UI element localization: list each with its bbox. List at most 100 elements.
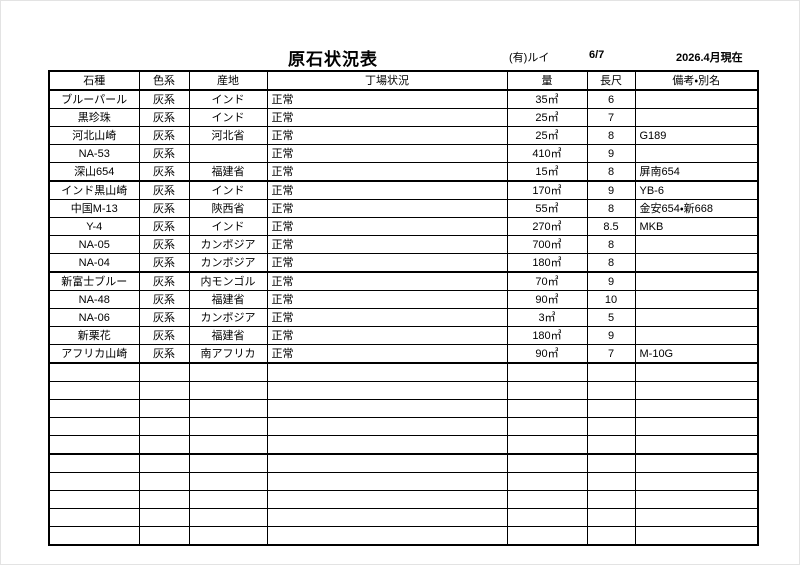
cell-color-empty — [138, 417, 190, 436]
cell-kind: アフリカ山崎 — [48, 344, 140, 364]
table-row: 河北山崎 灰系 河北省 正常 25㎥ 8 G189 — [48, 126, 759, 145]
cell-qty: 3㎥ — [506, 308, 588, 327]
cell-length: 6 — [586, 89, 636, 109]
column-header-status: 丁場状況 — [266, 70, 508, 91]
cell-origin: 内モンゴル — [188, 271, 268, 291]
cell-origin: 南アフリカ — [188, 344, 268, 364]
column-header-qty: 量 — [506, 70, 588, 91]
cell-qty: 15㎥ — [506, 162, 588, 182]
cell-kind: NA-04 — [48, 253, 140, 273]
cell-origin-empty — [188, 526, 268, 546]
table-row: 新富士ブルー 灰系 内モンゴル 正常 70㎥ 9 — [48, 271, 759, 291]
cell-qty-empty — [506, 490, 588, 509]
cell-length: 8.5 — [586, 217, 636, 236]
cell-color: 灰系 — [138, 89, 190, 109]
cell-qty-empty — [506, 453, 588, 473]
table-row: NA-05 灰系 カンボジア 正常 700㎥ 8 — [48, 235, 759, 254]
cell-origin-empty — [188, 453, 268, 473]
cell-origin — [188, 144, 268, 163]
cell-kind-empty — [48, 490, 140, 509]
cell-kind: Y-4 — [48, 217, 140, 236]
cell-status: 正常 — [266, 253, 508, 273]
cell-length: 8 — [586, 126, 636, 145]
cell-kind: 中国M-13 — [48, 199, 140, 218]
cell-qty-empty — [506, 508, 588, 527]
cell-length: 8 — [586, 162, 636, 182]
column-header-kind: 石種 — [48, 70, 140, 91]
cell-status-empty — [266, 472, 508, 491]
table-row: 中国M-13 灰系 陝西省 正常 55㎥ 8 金安654・新668 — [48, 199, 759, 218]
cell-kind-empty — [48, 417, 140, 436]
cell-origin: インド — [188, 108, 268, 127]
cell-note: 金安654・新668 — [634, 199, 759, 218]
cell-status: 正常 — [266, 180, 508, 200]
cell-origin-empty — [188, 490, 268, 509]
cell-status-empty — [266, 435, 508, 455]
cell-note: G189 — [634, 126, 759, 145]
cell-note-empty — [634, 526, 759, 546]
cell-origin: カンボジア — [188, 253, 268, 273]
cell-color-empty — [138, 526, 190, 546]
cell-status: 正常 — [266, 344, 508, 364]
cell-kind-empty — [48, 362, 140, 382]
cell-kind: 新栗花 — [48, 326, 140, 345]
cell-color: 灰系 — [138, 235, 190, 254]
cell-length-empty — [586, 472, 636, 491]
cell-length-empty — [586, 417, 636, 436]
cell-qty: 35㎥ — [506, 89, 588, 109]
table-row: インド黒山崎 灰系 インド 正常 170㎥ 9 YB-6 — [48, 180, 759, 200]
cell-note — [634, 290, 759, 309]
cell-color-empty — [138, 490, 190, 509]
cell-length-empty — [586, 435, 636, 455]
cell-note — [634, 253, 759, 273]
cell-kind-empty — [48, 472, 140, 491]
cell-length: 9 — [586, 271, 636, 291]
cell-note-empty — [634, 453, 759, 473]
cell-status: 正常 — [266, 162, 508, 182]
cell-color: 灰系 — [138, 199, 190, 218]
cell-length: 7 — [586, 108, 636, 127]
cell-color-empty — [138, 435, 190, 455]
cell-length: 9 — [586, 326, 636, 345]
cell-qty-empty — [506, 362, 588, 382]
page-title: 原石状況表 — [288, 50, 378, 69]
table-row: Y-4 灰系 インド 正常 270㎥ 8.5 MKB — [48, 217, 759, 236]
cell-note — [634, 326, 759, 345]
cell-status-empty — [266, 362, 508, 382]
cell-color: 灰系 — [138, 290, 190, 309]
cell-qty-empty — [506, 526, 588, 546]
cell-note-empty — [634, 508, 759, 527]
cell-note-empty — [634, 399, 759, 418]
cell-color: 灰系 — [138, 108, 190, 127]
cell-note-empty — [634, 417, 759, 436]
cell-status: 正常 — [266, 199, 508, 218]
cell-status-empty — [266, 417, 508, 436]
cell-origin: 福建省 — [188, 290, 268, 309]
cell-origin-empty — [188, 362, 268, 382]
table-row-empty — [48, 435, 759, 455]
cell-origin-empty — [188, 508, 268, 527]
cell-note: 屏南654 — [634, 162, 759, 182]
cell-kind: NA-48 — [48, 290, 140, 309]
cell-kind: NA-05 — [48, 235, 140, 254]
cell-kind: 河北山崎 — [48, 126, 140, 145]
cell-status: 正常 — [266, 89, 508, 109]
cell-length: 5 — [586, 308, 636, 327]
table-row: ブルーパール 灰系 インド 正常 35㎥ 6 — [48, 89, 759, 109]
cell-origin-empty — [188, 381, 268, 400]
cell-kind: 深山654 — [48, 162, 140, 182]
cell-status-empty — [266, 526, 508, 546]
cell-length-empty — [586, 399, 636, 418]
cell-length-empty — [586, 362, 636, 382]
cell-qty: 180㎥ — [506, 326, 588, 345]
cell-color-empty — [138, 362, 190, 382]
cell-status: 正常 — [266, 108, 508, 127]
cell-status: 正常 — [266, 308, 508, 327]
cell-status-empty — [266, 490, 508, 509]
cell-length: 10 — [586, 290, 636, 309]
cell-status-empty — [266, 399, 508, 418]
cell-origin: インド — [188, 180, 268, 200]
cell-status: 正常 — [266, 126, 508, 145]
cell-note — [634, 89, 759, 109]
